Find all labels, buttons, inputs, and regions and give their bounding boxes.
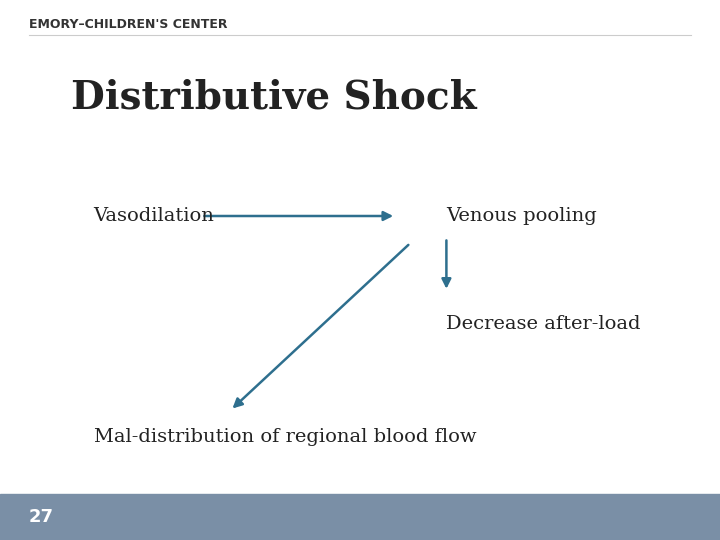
FancyBboxPatch shape xyxy=(0,494,720,540)
Text: EMORY–CHILDREN'S CENTER: EMORY–CHILDREN'S CENTER xyxy=(29,18,228,31)
Text: Venous pooling: Venous pooling xyxy=(446,207,597,225)
Text: Decrease after-load: Decrease after-load xyxy=(446,315,641,333)
Text: Distributive Shock: Distributive Shock xyxy=(71,78,477,116)
Text: 27: 27 xyxy=(29,508,54,526)
Text: Mal-distribution of regional blood flow: Mal-distribution of regional blood flow xyxy=(94,428,476,447)
Text: Vasodilation: Vasodilation xyxy=(94,207,215,225)
